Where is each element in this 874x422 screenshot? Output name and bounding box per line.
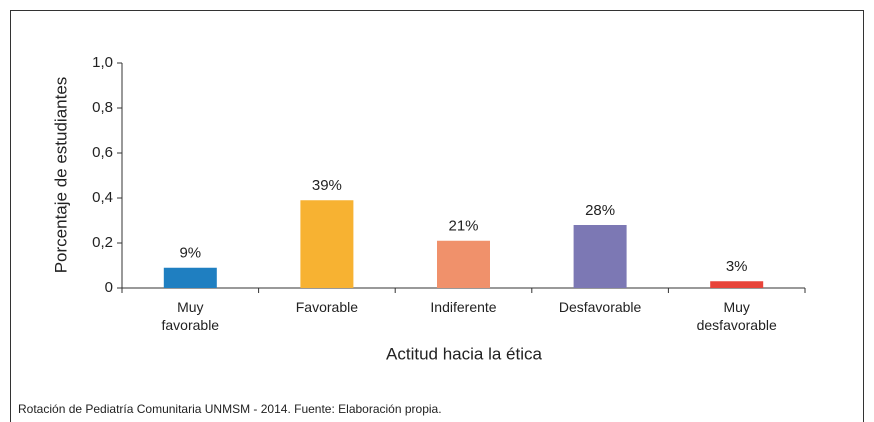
y-tick-label: 0,2 xyxy=(92,234,113,251)
bar xyxy=(163,267,217,288)
x-tick-label: Indiferente xyxy=(430,299,497,315)
y-tick-label: 0,8 xyxy=(92,99,113,116)
y-tick-label: 0 xyxy=(105,279,113,296)
x-tick-label: Muy desfavorable xyxy=(696,299,777,333)
bar xyxy=(437,240,490,288)
value-label: 21% xyxy=(448,218,478,235)
y-tick-label: 1,0 xyxy=(92,54,113,71)
value-label: 3% xyxy=(726,258,748,275)
value-label: 39% xyxy=(312,177,342,194)
value-label: 9% xyxy=(179,245,201,262)
x-axis-label: Actitud hacia la ética xyxy=(386,344,542,363)
x-tick-label: Muy favorable xyxy=(161,299,220,333)
y-axis-label: Porcentaje de estudiantes xyxy=(51,77,70,274)
y-tick-label: 0,6 xyxy=(92,144,113,161)
x-tick-label: Desfavorable xyxy=(558,299,642,315)
y-tick-label: 0,4 xyxy=(92,189,113,206)
value-label: 28% xyxy=(585,202,615,219)
bar xyxy=(710,281,764,288)
x-tick-label: Favorable xyxy=(295,299,359,315)
frame xyxy=(10,10,864,422)
bar xyxy=(300,200,354,288)
bar xyxy=(573,225,627,288)
caption: Rotación de Pediatría Comunitaria UNMSM … xyxy=(18,402,442,416)
